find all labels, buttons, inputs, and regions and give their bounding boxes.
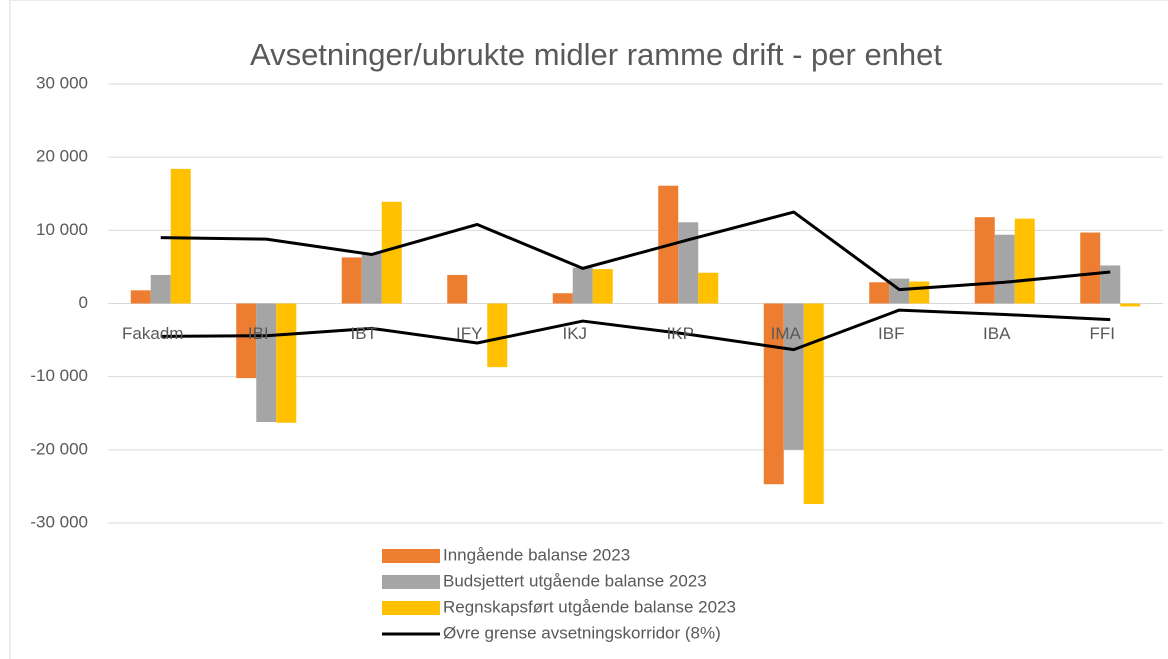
x-tick-label: IKJ bbox=[562, 324, 587, 343]
bar bbox=[487, 303, 508, 368]
y-tick-label: 30 000 bbox=[36, 73, 88, 92]
line-series bbox=[160, 308, 1111, 352]
bar bbox=[572, 267, 593, 304]
bar bbox=[170, 168, 191, 304]
bar bbox=[678, 222, 699, 304]
x-tick-label: IBT bbox=[351, 324, 377, 343]
bar bbox=[130, 290, 151, 304]
y-tick-label: -30 000 bbox=[30, 512, 88, 531]
legend-label: Budsjettert utgående balanse 2023 bbox=[443, 571, 707, 590]
chart-title: Avsetninger/ubrukte midler ramme drift -… bbox=[250, 37, 942, 72]
bar bbox=[256, 303, 277, 423]
bar bbox=[783, 303, 804, 450]
bar bbox=[1100, 265, 1121, 304]
x-tick-label: IBI bbox=[248, 324, 269, 343]
bar bbox=[869, 282, 890, 304]
legend-swatch bbox=[382, 601, 440, 615]
chart-frame bbox=[9, 0, 1168, 659]
bar bbox=[1080, 232, 1101, 304]
bar bbox=[150, 274, 171, 304]
bar bbox=[236, 303, 257, 379]
legend-swatch bbox=[382, 549, 440, 563]
y-tick-label: -10 000 bbox=[30, 366, 88, 385]
x-tick-label: Fakadm bbox=[122, 324, 183, 343]
bar bbox=[381, 201, 402, 304]
bar bbox=[803, 303, 824, 504]
x-tick-label: IFY bbox=[456, 324, 482, 343]
bar bbox=[552, 293, 573, 304]
y-tick-label: 10 000 bbox=[36, 220, 88, 239]
bar bbox=[447, 274, 468, 304]
bar bbox=[276, 303, 297, 423]
bar bbox=[994, 234, 1015, 304]
bar bbox=[1120, 303, 1141, 307]
y-tick-label: 0 bbox=[79, 293, 88, 312]
y-tick-label: 20 000 bbox=[36, 147, 88, 166]
y-tick-label: -20 000 bbox=[30, 439, 88, 458]
x-tick-label: IBA bbox=[983, 324, 1011, 343]
x-tick-label: IMA bbox=[771, 324, 802, 343]
x-tick-label: IBF bbox=[878, 324, 904, 343]
legend-label: Regnskapsført utgående balanse 2023 bbox=[443, 597, 736, 616]
bar bbox=[974, 217, 995, 304]
bar bbox=[592, 269, 613, 304]
bar bbox=[361, 253, 382, 304]
legend-swatch bbox=[382, 575, 440, 589]
x-tick-label: FFI bbox=[1090, 324, 1116, 343]
legend-label: Øvre grense avsetningskorridor (8%) bbox=[443, 623, 721, 642]
bar bbox=[698, 272, 719, 304]
line-series bbox=[160, 210, 1111, 292]
x-tick-label: IKP bbox=[667, 324, 694, 343]
legend-label: Inngående balanse 2023 bbox=[443, 545, 630, 564]
bar bbox=[1014, 218, 1035, 304]
bar bbox=[341, 257, 362, 304]
bar bbox=[909, 281, 930, 304]
